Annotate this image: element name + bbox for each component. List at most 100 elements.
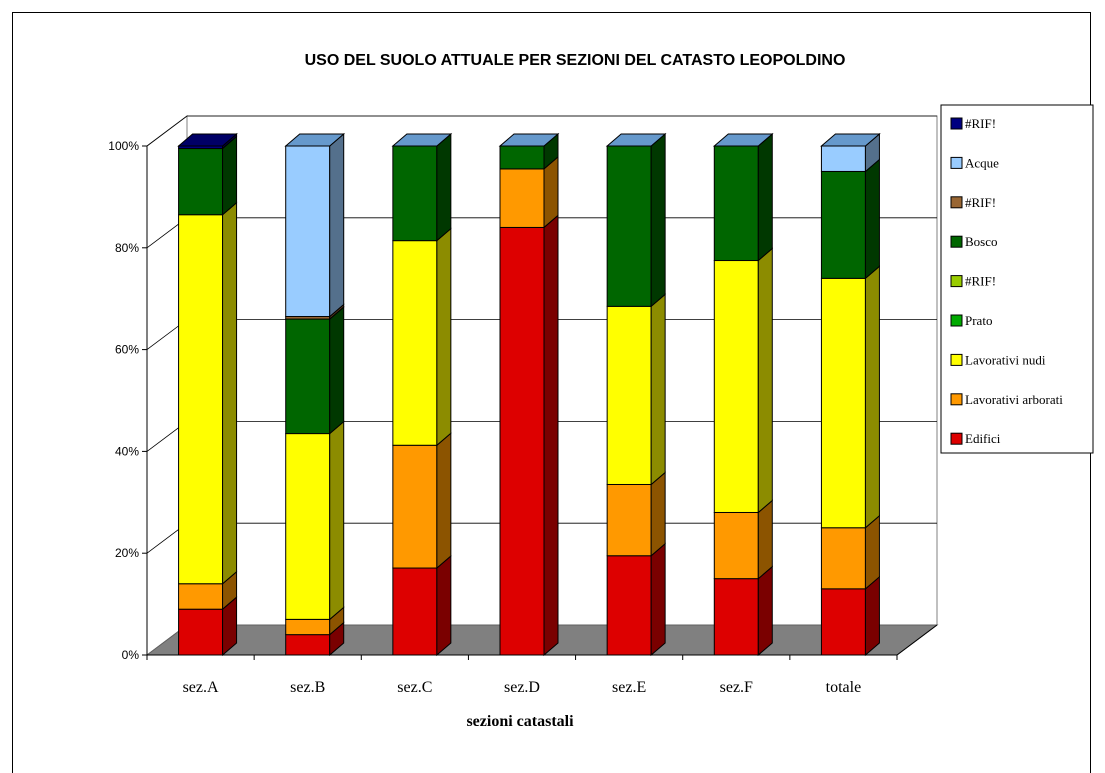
bar-segment <box>178 608 224 656</box>
bar-segment-side <box>222 135 238 216</box>
bar-stack <box>284 132 346 657</box>
bar-stack <box>712 132 774 657</box>
x-tick-label: sez.B <box>290 679 325 696</box>
bar-segment-side <box>864 575 880 657</box>
legend-swatch <box>950 314 963 327</box>
bar-segment-side <box>329 305 345 435</box>
bar-segment <box>820 170 866 279</box>
bar-segment-side <box>329 420 345 621</box>
legend-swatch <box>950 393 963 406</box>
legend-label: Bosco <box>965 234 998 249</box>
bar-segment-side <box>650 471 666 557</box>
bar-segment-side <box>436 227 452 447</box>
y-tick-label: 0% <box>122 648 140 662</box>
bars <box>177 132 881 657</box>
bar-stack <box>820 132 881 657</box>
legend-swatch <box>950 117 963 130</box>
bar-top <box>284 133 346 147</box>
x-tick-label: sez.D <box>504 679 540 696</box>
bar-segment <box>606 305 652 485</box>
bar-top <box>712 133 774 147</box>
bar-top <box>605 133 667 147</box>
x-axis-label: sezioni catastali <box>466 713 574 730</box>
gridline <box>146 115 937 147</box>
bar-top <box>498 133 560 147</box>
bar-segment <box>499 168 545 228</box>
y-axis: 0% 20% 40% 60% 80% 100% <box>108 139 148 662</box>
bar-top <box>177 133 238 147</box>
bar-segment <box>820 145 866 172</box>
legend-label: #RIF! <box>965 195 996 210</box>
bar-segment-side <box>864 514 880 590</box>
bar-segment-side <box>222 201 238 585</box>
bar-segment-side <box>864 265 880 529</box>
x-tick-label: totale <box>826 679 862 696</box>
bar-segment-side <box>757 499 773 580</box>
bar-segment <box>499 145 545 170</box>
legend-swatch <box>950 156 963 169</box>
legend-label: #RIF! <box>965 116 996 131</box>
bar-stack <box>391 132 453 657</box>
bar-segment-side <box>329 132 345 318</box>
bar-segment-side <box>864 158 880 280</box>
y-tick-label: 80% <box>115 241 139 255</box>
legend: #RIF! Acque #RIF! Bosco #RIF! Prato Lavorativi… <box>940 104 1094 454</box>
legend-box <box>940 104 1094 454</box>
bar-segment <box>178 148 224 216</box>
x-tick-label: sez.E <box>612 679 646 696</box>
bar-segment <box>285 318 331 435</box>
bar-segment <box>285 433 331 620</box>
x-tick-label: sez.C <box>397 679 432 696</box>
bar-segment-side <box>436 432 452 570</box>
bar-segment <box>178 214 224 585</box>
legend-label: #RIF! <box>965 274 996 289</box>
bar-segment-side <box>543 214 559 657</box>
bar-segment <box>820 588 866 656</box>
y-tick-label: 40% <box>115 444 139 458</box>
bar-segment <box>285 145 331 318</box>
bar-segment <box>820 527 866 590</box>
x-axis: sez.A sez.B sez.C sez.D sez.E sez.F totale <box>146 624 938 696</box>
bar-stack <box>605 132 667 657</box>
bar-segment-side <box>757 132 773 262</box>
x-tick-label: sez.F <box>720 679 753 696</box>
bar-segment <box>606 555 652 656</box>
legend-label: Prato <box>965 313 992 328</box>
chart-title: USO DEL SUOLO ATTUALE PER SEZIONI DEL CA… <box>305 52 846 69</box>
legend-label: Acque <box>965 155 999 170</box>
legend-swatch <box>950 432 963 445</box>
legend-label: Lavorativi nudi <box>965 352 1046 367</box>
bar-segment-side <box>436 554 452 657</box>
legend-swatch <box>950 275 963 288</box>
legend-swatch <box>950 196 963 209</box>
x-tick-label: sez.A <box>183 679 219 696</box>
bar-segment <box>285 618 331 636</box>
bar-stack <box>498 132 560 657</box>
bar-segment-side <box>650 132 666 308</box>
x-axis-depth-line <box>896 624 938 656</box>
bar-segment <box>392 567 438 656</box>
bar-segment <box>713 578 759 656</box>
legend-swatch <box>950 235 963 248</box>
legend-label: Lavorativi arborati <box>965 392 1063 407</box>
bar-segment <box>713 511 759 580</box>
bar-segment <box>820 277 866 529</box>
legend-swatch <box>950 353 963 366</box>
bar-segment <box>178 583 224 610</box>
bar-segment <box>713 260 759 513</box>
bar-segment <box>392 145 438 242</box>
bar-segment <box>606 483 652 557</box>
bar-top <box>820 133 881 147</box>
bar-segment-side <box>650 542 666 657</box>
bar-segment <box>285 634 331 656</box>
y-tick-label: 100% <box>108 139 139 153</box>
bar-segment-side <box>757 247 773 514</box>
bar-stack <box>177 132 238 657</box>
bar-segment <box>392 444 438 569</box>
bar-segment-side <box>757 565 773 657</box>
y-tick-label: 60% <box>115 343 139 357</box>
bar-segment <box>713 145 759 262</box>
bar-segment-side <box>650 293 666 486</box>
bar-segment <box>606 145 652 307</box>
